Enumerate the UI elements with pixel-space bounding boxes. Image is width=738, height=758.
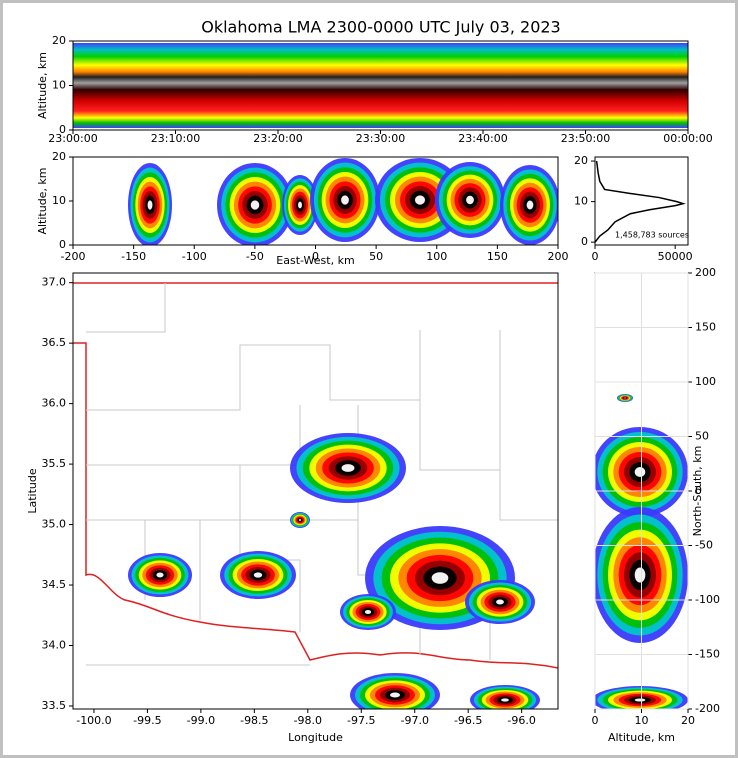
density-blob (634, 567, 646, 583)
y-tick-label: 0 (695, 484, 702, 497)
x-tick-label: -97.0 (400, 714, 428, 727)
y-axis-label: North-South, km (691, 446, 704, 537)
density-blob (634, 467, 646, 477)
x-tick-label: 23:30:00 (356, 132, 405, 145)
x-tick-label: 200 (548, 250, 569, 263)
y-tick-label: 10 (574, 195, 588, 208)
density-blob (147, 200, 153, 210)
x-tick-label: -99.5 (133, 714, 161, 727)
y-tick-label: 0 (59, 123, 66, 136)
y-tick-label: 34.5 (42, 578, 67, 591)
x-tick-label: 00:00:00 (663, 132, 712, 145)
x-tick-label: 150 (487, 250, 508, 263)
density-blob (298, 519, 302, 521)
x-tick-label: 20 (681, 714, 695, 727)
x-tick-label: -150 (121, 250, 146, 263)
y-tick-label: -150 (695, 648, 720, 661)
y-tick-label: -50 (695, 539, 713, 552)
density-blob (501, 698, 509, 702)
density-blob (496, 599, 504, 605)
plot-frame (594, 156, 689, 246)
annotation: 1,458,783 sources (615, 231, 689, 240)
y-tick-label: 20 (52, 34, 66, 47)
y-tick-label: 36.5 (42, 336, 67, 349)
y-tick-label: 33.5 (42, 699, 67, 712)
x-tick-label: -100 (182, 250, 207, 263)
x-tick-label: -100.0 (76, 714, 111, 727)
plot-frame (72, 272, 559, 710)
density-blob (526, 200, 534, 210)
time-height-density (73, 43, 688, 128)
y-tick-label: 34.0 (42, 639, 67, 652)
x-tick-label: 50 (369, 250, 383, 263)
density-blob (250, 200, 260, 210)
x-tick-label: -98.0 (294, 714, 322, 727)
y-axis-label: Latitude (26, 468, 39, 514)
density-blob (298, 201, 302, 209)
x-tick-label: 100 (426, 250, 447, 263)
x-tick-label: 0 (592, 250, 599, 263)
y-tick-label: 100 (695, 375, 716, 388)
density-blob (466, 195, 474, 205)
y-tick-label: 35.0 (42, 518, 67, 531)
x-tick-label: -200 (61, 250, 86, 263)
x-axis-label: Altitude, km (608, 731, 675, 744)
density-blob (390, 692, 400, 698)
y-tick-label: 20 (52, 150, 66, 163)
density-blob (634, 698, 646, 702)
x-tick-label: -98.5 (240, 714, 268, 727)
density-blob (253, 572, 263, 578)
x-tick-label: 10 (635, 714, 649, 727)
x-axis-label: East-West, km (276, 254, 354, 267)
x-tick-label: 23:20:00 (253, 132, 302, 145)
y-tick-label: 200 (695, 266, 716, 279)
density-blob (341, 464, 355, 472)
x-tick-label: -99.0 (187, 714, 215, 727)
title: Oklahoma LMA 2300-0000 UTC July 03, 2023 (201, 18, 560, 37)
y-tick-label: 150 (695, 321, 716, 334)
density-blob (624, 397, 626, 399)
x-tick-label: -96.5 (454, 714, 482, 727)
density-blob (364, 610, 372, 614)
y-axis-label: Altitude, km (36, 52, 49, 119)
y-tick-label: 20 (574, 154, 588, 167)
x-tick-label: 23:40:00 (458, 132, 507, 145)
density-blob (341, 195, 349, 205)
density-blob (156, 572, 164, 578)
x-tick-label: 23:10:00 (151, 132, 200, 145)
x-tick-label: 0 (312, 250, 319, 263)
state-border (73, 282, 558, 669)
x-tick-label: 23:50:00 (561, 132, 610, 145)
y-tick-label: 10 (52, 194, 66, 207)
y-tick-label: 35.5 (42, 457, 67, 470)
y-tick-label: -200 (695, 702, 720, 715)
y-tick-label: 0 (581, 235, 588, 248)
density-blob (431, 572, 449, 584)
y-axis-label: Altitude, km (36, 167, 49, 234)
density-blob (415, 195, 425, 205)
x-tick-label: 23:00:00 (48, 132, 97, 145)
y-tick-label: 50 (695, 430, 709, 443)
x-tick-label: -96.0 (507, 714, 535, 727)
x-axis-label: Longitude (288, 731, 343, 744)
x-tick-label: 0 (592, 714, 599, 727)
y-tick-label: 0 (59, 238, 66, 251)
y-tick-label: 10 (52, 79, 66, 92)
y-tick-label: 36.0 (42, 397, 67, 410)
x-tick-label: 50000 (658, 250, 693, 263)
y-tick-label: 37.0 (42, 276, 67, 289)
x-tick-label: -97.5 (347, 714, 375, 727)
profile-line (594, 160, 686, 243)
y-tick-label: -100 (695, 593, 720, 606)
x-tick-label: -50 (246, 250, 264, 263)
